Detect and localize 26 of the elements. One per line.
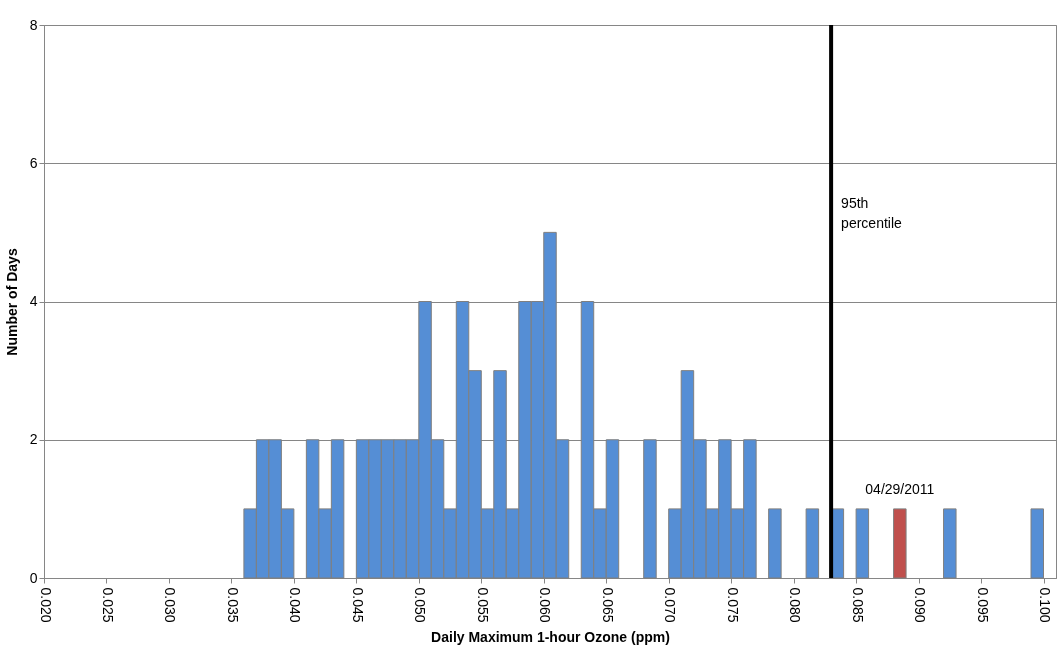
x-tick-label: 0.070 — [662, 587, 679, 623]
x-tick-label: 0.060 — [537, 587, 554, 623]
x-tick-label: 0.100 — [1037, 587, 1054, 623]
annotation: 04/29/2011 — [865, 480, 935, 497]
y-tick-label: 2 — [29, 431, 38, 448]
x-tick-label: 0.025 — [99, 587, 116, 623]
x-tick-label: 0.055 — [474, 587, 491, 623]
x-tick-label: 0.045 — [349, 587, 366, 623]
x-tick-label: 0.075 — [724, 587, 741, 623]
y-tick-label: 0 — [29, 569, 38, 586]
ref-line-label: 95th percentile — [841, 195, 903, 231]
x-tick-label: 0.040 — [287, 587, 304, 623]
x-tick-label: 0.085 — [849, 587, 866, 623]
x-tick-label: 0.030 — [162, 587, 179, 623]
x-tick-label: 0.065 — [599, 587, 616, 623]
x-tick-label: 0.090 — [912, 587, 929, 623]
y-tick-label: 4 — [29, 293, 38, 309]
x-axis-title: Daily Maximum 1-hour Ozone (ppm) — [431, 628, 670, 645]
x-tick-label: 0.050 — [412, 587, 429, 623]
y-axis-title: Number of Days — [3, 248, 20, 356]
y-tick-label: 6 — [29, 154, 38, 171]
x-tick-label: 0.020 — [37, 587, 54, 623]
y-tick-label: 8 — [29, 16, 38, 33]
x-tick-label: 0.080 — [787, 587, 804, 623]
x-tick-label: 0.095 — [974, 587, 991, 623]
x-tick-label: 0.035 — [224, 587, 241, 623]
